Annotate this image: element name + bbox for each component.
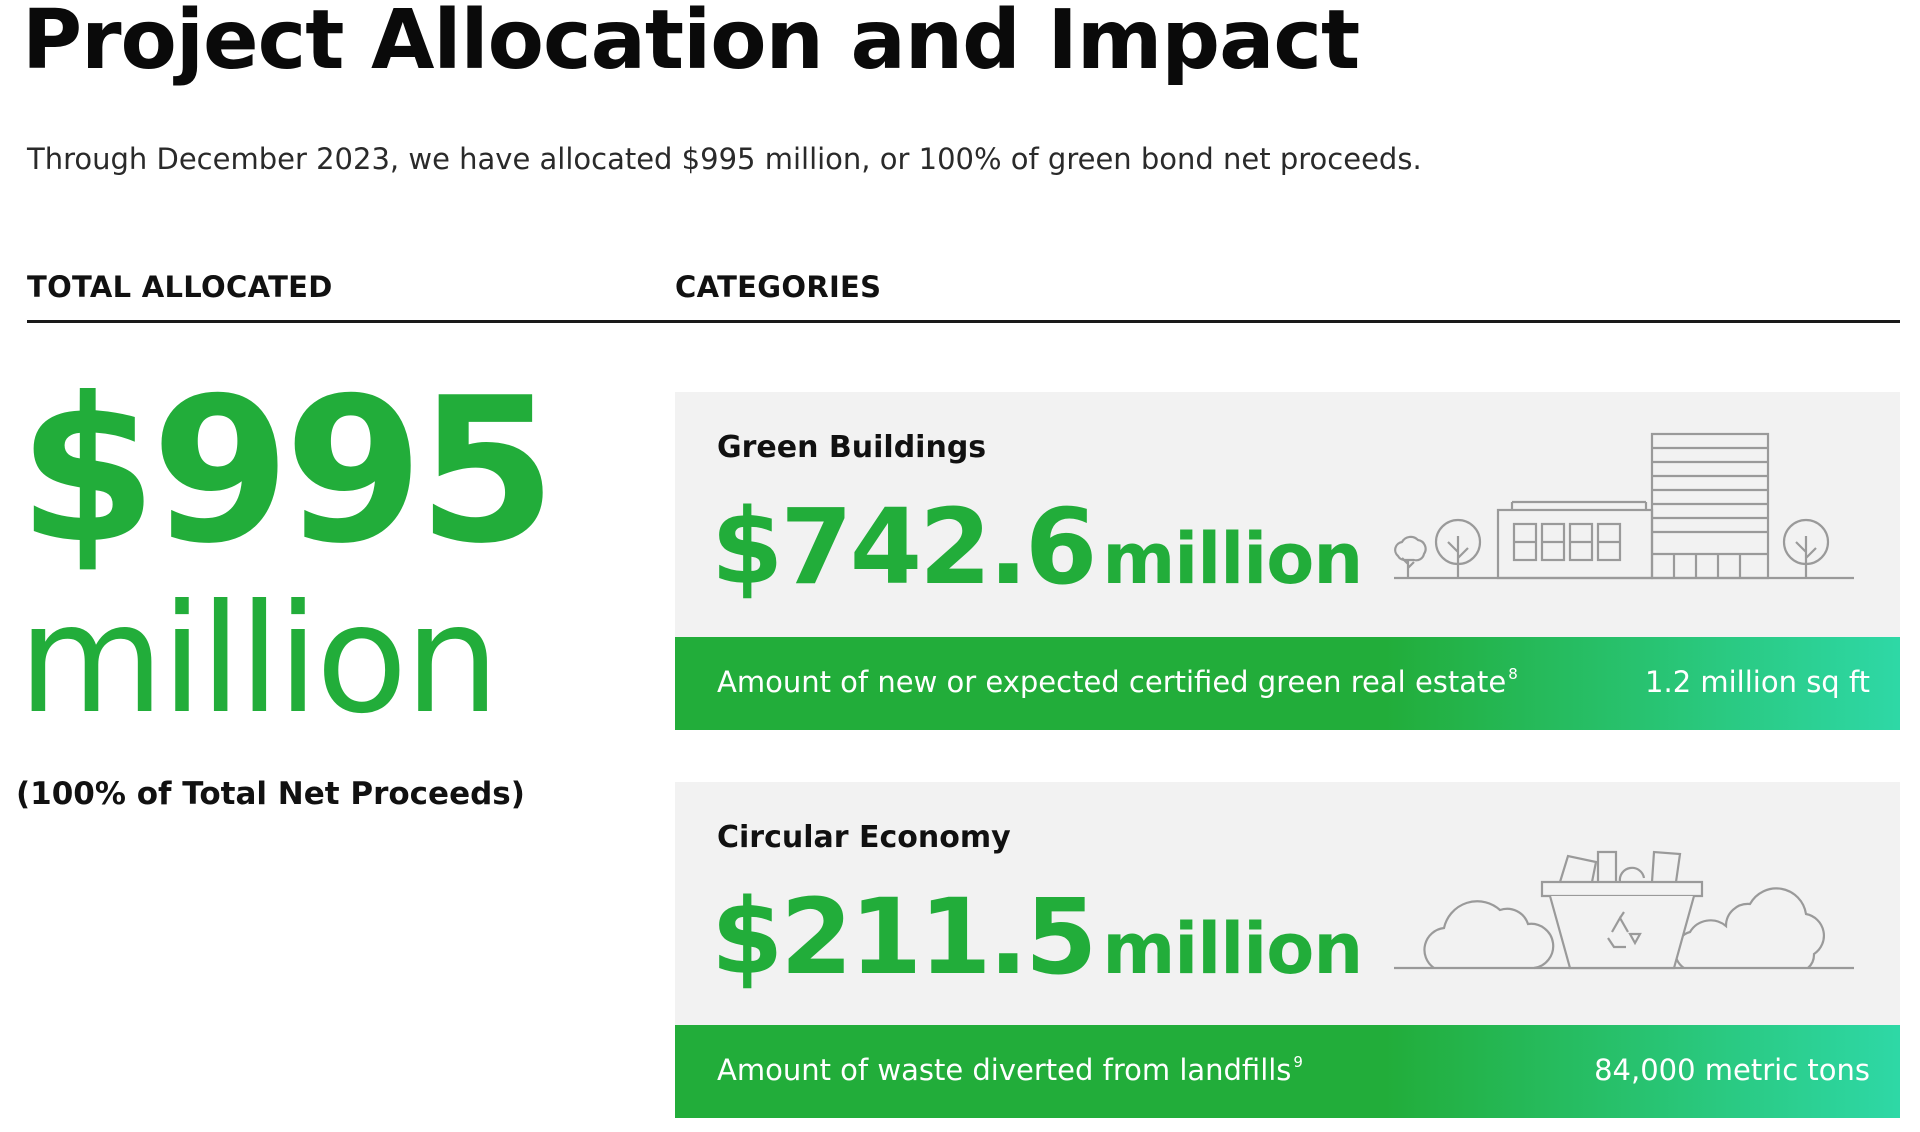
footnote-marker: 8 xyxy=(1508,665,1518,683)
footnote-marker: 9 xyxy=(1293,1053,1303,1071)
green-building-icon xyxy=(1394,432,1854,580)
total-unit: million xyxy=(18,573,500,747)
category-amount-unit: million xyxy=(1102,518,1363,600)
total-note: (100% of Total Net Proceeds) xyxy=(16,776,525,812)
category-amount: $211.5 million xyxy=(711,882,1363,992)
category-title: Circular Economy xyxy=(717,820,1011,855)
category-metric-bar: Amount of new or expected certified gree… xyxy=(675,637,1900,730)
category-card-green-buildings: Green Buildings $742.6 million xyxy=(675,392,1900,730)
total-amount: $995 xyxy=(18,355,557,588)
page-title: Project Allocation and Impact xyxy=(22,0,1360,88)
category-amount-unit: million xyxy=(1102,908,1363,990)
category-title: Green Buildings xyxy=(717,430,987,465)
category-amount-value: $742.6 xyxy=(711,486,1097,608)
metric-label-text: Amount of waste diverted from landfills xyxy=(717,1053,1292,1087)
category-card-circular-economy: Circular Economy $211.5 million Amount of… xyxy=(675,782,1900,1118)
metric-value: 1.2 million sq ft xyxy=(1645,665,1870,699)
intro-text: Through December 2023, we have allocated… xyxy=(27,142,1422,176)
metric-value: 84,000 metric tons xyxy=(1594,1053,1870,1087)
header-divider xyxy=(27,320,1900,323)
total-allocated-heading: TOTAL ALLOCATED xyxy=(27,270,333,304)
category-metric-bar: Amount of waste diverted from landfills 9… xyxy=(675,1025,1900,1118)
categories-heading: CATEGORIES xyxy=(675,270,882,304)
category-amount-value: $211.5 xyxy=(711,876,1097,998)
metric-label: Amount of waste diverted from landfills 9 xyxy=(717,1053,1303,1087)
recycling-bin-icon xyxy=(1394,850,1854,970)
metric-label: Amount of new or expected certified gree… xyxy=(717,665,1518,699)
metric-label-text: Amount of new or expected certified gree… xyxy=(717,665,1507,699)
category-amount: $742.6 million xyxy=(711,492,1363,602)
